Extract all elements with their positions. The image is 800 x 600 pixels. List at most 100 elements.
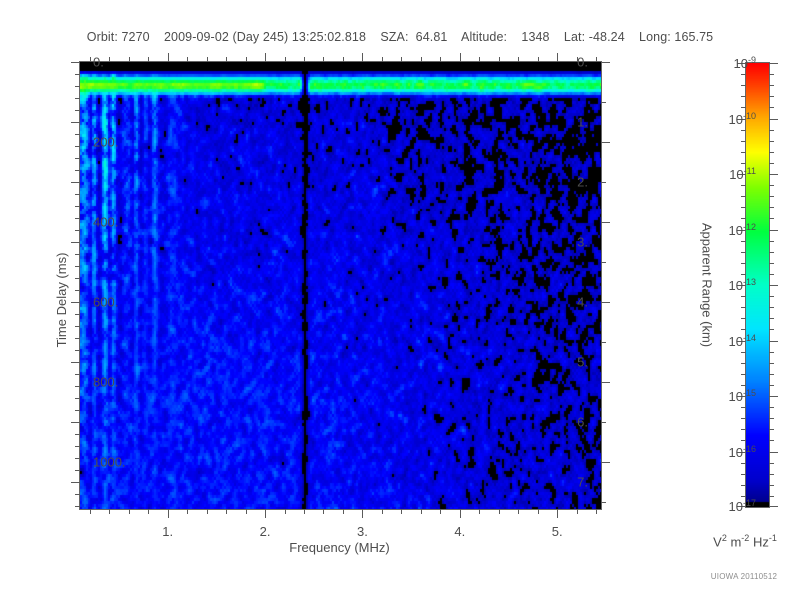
y-tick-label: 1.: [577, 114, 588, 130]
colorbar-tick-minor: [741, 495, 746, 497]
x-tick-minor: [596, 509, 598, 514]
x-tick-major: [557, 509, 559, 518]
colorbar-tick-major: [737, 229, 746, 231]
x-tick-minor: [518, 57, 520, 62]
colorbar-gradient: [746, 63, 769, 507]
y2-tick-minor: [601, 182, 606, 184]
y-tick-minor: [75, 374, 80, 375]
colorbar-tick-minor: [741, 107, 746, 109]
x-tick-minor: [245, 509, 247, 514]
x-tick-minor: [537, 509, 539, 514]
y-tick-major: [71, 362, 80, 363]
y-tick-minor: [75, 386, 80, 387]
colorbar-tick-minor: [769, 185, 774, 187]
x-tick-minor: [342, 509, 344, 514]
x-tick-major: [265, 509, 267, 518]
colorbar-tick-exponent: -11: [743, 165, 756, 176]
colorbar-tick-minor: [741, 185, 746, 187]
y-tick-minor: [75, 158, 80, 159]
x-tick-minor: [440, 57, 442, 62]
colorbar-tick-major: [737, 396, 746, 397]
x-tick-minor: [576, 509, 578, 514]
x-tick-minor: [206, 57, 208, 62]
colorbar: 10-9 10-10 10-11 10-12 10-13 10-14 10-15 10-16 1…: [729, 55, 778, 514]
colorbar-tick-major: [737, 451, 746, 453]
colorbar-tick-minor: [741, 329, 746, 331]
y2-tick-label: 0.: [93, 54, 104, 70]
y2-tick-major: [601, 302, 610, 304]
colorbar-tick-minor: [741, 429, 746, 431]
y2-axis-title: Apparent Range (km): [699, 222, 715, 348]
colorbar-tick-mantissa: 10: [733, 56, 748, 72]
y-tick-minor: [75, 338, 80, 339]
y-tick-major: [71, 182, 80, 183]
colorbar-tick-minor: [769, 251, 774, 253]
colorbar-units-v-exp: 2: [721, 533, 727, 543]
colorbar-tick-minor: [741, 196, 746, 198]
x-tick-major: [362, 53, 364, 62]
y-tick-minor: [75, 398, 80, 399]
y-tick-label: 5.: [577, 354, 588, 370]
colorbar-tick-minor: [741, 484, 746, 486]
x-tick-minor: [284, 509, 286, 514]
colorbar-tick-mantissa: 10: [728, 278, 743, 294]
colorbar-tick-minor: [741, 462, 746, 464]
colorbar-tick-major: [737, 506, 746, 507]
colorbar-tick-minor: [741, 296, 746, 298]
colorbar-units-v: V: [713, 534, 722, 550]
colorbar-tick-minor: [769, 407, 774, 409]
colorbar-tick-minor: [741, 85, 746, 87]
y-tick-minor: [75, 146, 80, 147]
colorbar-tick-minor: [769, 140, 774, 142]
colorbar-tick-label: 10-16: [729, 443, 756, 459]
colorbar-tick-major: [769, 396, 778, 397]
colorbar-tick-exponent: -9: [747, 54, 756, 65]
x-tick-minor: [148, 509, 150, 514]
x-tick-minor: [479, 509, 481, 514]
x-tick-minor: [498, 509, 500, 514]
colorbar-tick-minor: [741, 218, 746, 220]
x-tick-major: [362, 509, 364, 518]
colorbar-tick-exponent: -10: [742, 110, 756, 121]
x-tick-minor: [381, 57, 383, 62]
colorbar-tick-mantissa: 10: [729, 167, 744, 183]
x-tick-minor: [89, 57, 91, 62]
colorbar-tick-minor: [741, 373, 746, 375]
colorbar-tick-label: 10-9: [734, 55, 756, 71]
x-tick-label: 2.: [259, 524, 271, 539]
colorbar-tick-minor: [741, 74, 746, 76]
colorbar-tick-minor: [769, 162, 774, 164]
y2-tick-major: [601, 142, 610, 144]
y-tick-minor: [75, 254, 80, 255]
x-tick-major: [167, 53, 169, 62]
x-tick-minor: [245, 57, 247, 62]
x-tick-major: [167, 509, 169, 518]
x-tick-major: [459, 509, 461, 518]
colorbar-tick-major: [737, 174, 746, 175]
colorbar-tick-mantissa: 10: [728, 333, 743, 349]
x-tick-minor: [128, 57, 130, 62]
colorbar-tick-mantissa: 10: [728, 389, 743, 405]
colorbar-tick-major: [769, 63, 778, 64]
colorbar-tick-major: [769, 451, 778, 453]
colorbar-units-m-exp: -2: [741, 533, 750, 543]
colorbar-tick-major: [769, 229, 778, 231]
y-tick-minor: [75, 350, 80, 351]
colorbar-tick-minor: [769, 151, 774, 153]
colorbar-tick-minor: [741, 129, 746, 131]
x-tick-minor: [401, 509, 403, 514]
y-tick-minor: [75, 218, 80, 219]
x-tick-minor: [420, 57, 422, 62]
y-tick-minor: [75, 110, 80, 111]
x-tick-major: [557, 53, 559, 62]
y-tick-minor: [75, 86, 80, 87]
colorbar-tick-minor: [769, 495, 774, 497]
x-tick-minor: [148, 57, 150, 62]
y-tick-minor: [75, 170, 80, 171]
colorbar-tick-minor: [769, 262, 774, 264]
colorbar-tick-exponent: -14: [742, 332, 756, 343]
x-tick-minor: [206, 509, 208, 514]
colorbar-units-hz: Hz: [752, 534, 769, 550]
colorbar-tick-label: 10-17: [729, 498, 756, 514]
